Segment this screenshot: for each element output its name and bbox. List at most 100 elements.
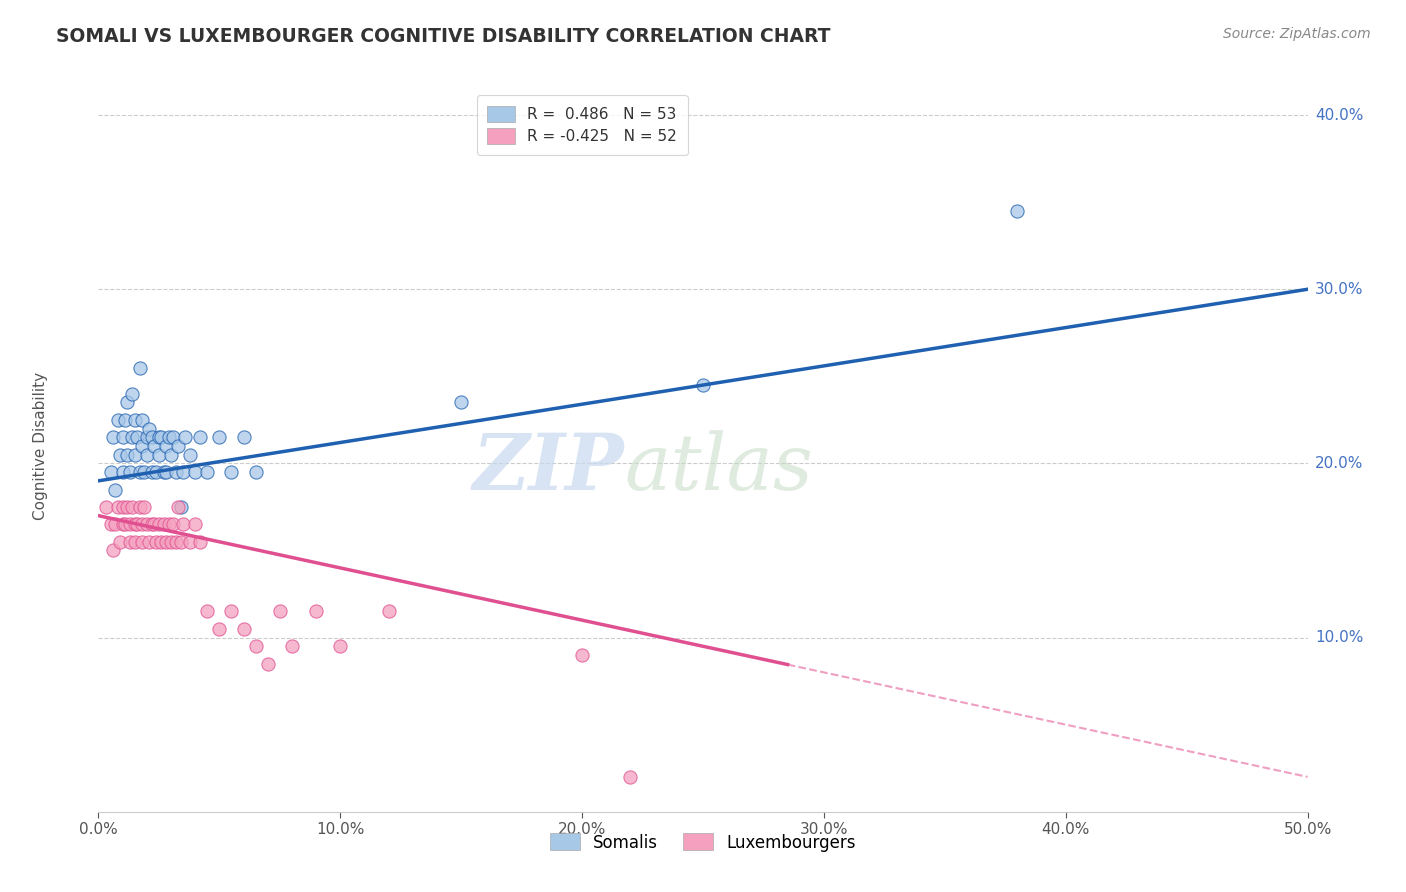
Point: [167, 500, 190, 514]
Point: [104, 483, 127, 497]
Point: [124, 517, 146, 532]
Point: [111, 500, 134, 514]
Point: [128, 465, 150, 479]
Point: [114, 413, 136, 427]
Point: [104, 517, 127, 532]
Point: [148, 430, 170, 444]
Point: [450, 395, 472, 409]
Point: [138, 534, 160, 549]
Point: [256, 657, 278, 671]
Point: [100, 517, 122, 532]
Point: [124, 448, 146, 462]
Point: [101, 543, 124, 558]
Point: [131, 439, 153, 453]
Point: [117, 395, 139, 409]
Point: [135, 517, 157, 532]
Point: [134, 465, 156, 479]
Point: [184, 465, 207, 479]
Point: [172, 517, 194, 532]
Point: [232, 622, 254, 636]
Point: [118, 517, 141, 532]
Point: [108, 448, 131, 462]
Point: [169, 500, 191, 514]
Point: [152, 465, 174, 479]
Point: [174, 430, 197, 444]
Point: [245, 465, 267, 479]
Point: [1007, 203, 1029, 218]
Text: Cognitive Disability: Cognitive Disability: [32, 372, 48, 520]
Point: [118, 534, 141, 549]
Point: [145, 465, 167, 479]
Text: ZIP: ZIP: [472, 430, 624, 506]
Point: [281, 640, 304, 654]
Point: [101, 430, 124, 444]
Point: [141, 517, 163, 532]
Text: SOMALI VS LUXEMBOURGER COGNITIVE DISABILITY CORRELATION CHART: SOMALI VS LUXEMBOURGER COGNITIVE DISABIL…: [56, 27, 831, 45]
Text: 30.0%: 30.0%: [1315, 282, 1364, 297]
Text: 20.0%: 20.0%: [1315, 456, 1364, 471]
Point: [111, 430, 134, 444]
Point: [100, 465, 122, 479]
Point: [169, 534, 191, 549]
Point: [152, 517, 174, 532]
Point: [165, 534, 187, 549]
Point: [157, 430, 180, 444]
Point: [184, 517, 207, 532]
Point: [141, 430, 163, 444]
Point: [121, 386, 143, 401]
Point: [135, 430, 157, 444]
Point: [195, 604, 218, 618]
Point: [143, 439, 166, 453]
Point: [145, 534, 167, 549]
Point: [305, 604, 328, 618]
Point: [162, 517, 184, 532]
Point: [94, 500, 117, 514]
Point: [160, 448, 183, 462]
Point: [377, 604, 399, 618]
Point: [269, 604, 291, 618]
Point: [117, 500, 139, 514]
Point: [108, 534, 131, 549]
Point: [131, 534, 153, 549]
Point: [111, 465, 134, 479]
Point: [138, 421, 160, 435]
Point: [150, 430, 173, 444]
Point: [107, 500, 129, 514]
Point: [221, 604, 243, 618]
Point: [148, 517, 170, 532]
Point: [179, 534, 201, 549]
Point: [167, 439, 190, 453]
Point: [127, 517, 149, 532]
Point: [188, 534, 211, 549]
Point: [165, 465, 187, 479]
Point: [131, 413, 153, 427]
Point: [148, 448, 170, 462]
Point: [127, 430, 149, 444]
Point: [121, 430, 143, 444]
Point: [208, 430, 231, 444]
Point: [155, 439, 177, 453]
Point: [160, 534, 183, 549]
Point: [155, 465, 177, 479]
Point: [107, 413, 129, 427]
Point: [232, 430, 254, 444]
Point: [155, 534, 177, 549]
Point: [128, 360, 150, 375]
Point: [571, 648, 593, 662]
Point: [245, 640, 267, 654]
Point: [118, 465, 141, 479]
Point: [329, 640, 352, 654]
Point: [124, 413, 146, 427]
Point: [117, 448, 139, 462]
Point: [131, 517, 153, 532]
Point: [221, 465, 243, 479]
Point: [143, 517, 166, 532]
Point: [179, 448, 201, 462]
Point: [188, 430, 211, 444]
Text: Source: ZipAtlas.com: Source: ZipAtlas.com: [1223, 27, 1371, 41]
Point: [619, 770, 641, 784]
Point: [208, 622, 231, 636]
Point: [124, 534, 146, 549]
Point: [195, 465, 218, 479]
Text: atlas: atlas: [624, 430, 813, 506]
